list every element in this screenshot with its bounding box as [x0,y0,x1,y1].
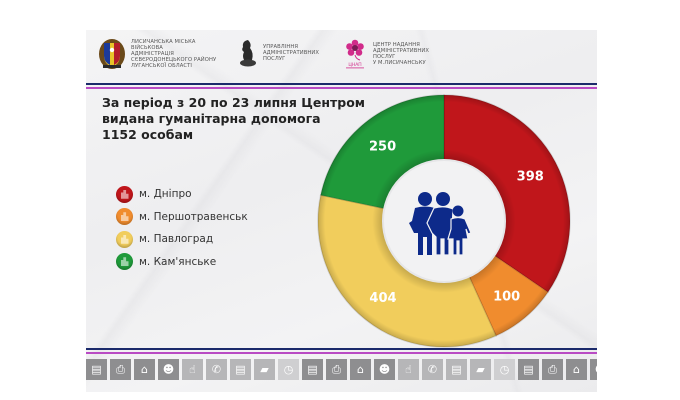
slide: ЛИСИЧАНСЬКА МІСЬКА ВІЙСЬКОВА АДМІНІСТРАЦ… [86,30,597,392]
viber-icon: ✆ [422,359,443,380]
legend-item-dnipro: м. Дніпро [116,183,248,206]
document-icon: ▤ [518,359,539,380]
org-text: ЛИСИЧАНСЬКА МІСЬКА ВІЙСЬКОВА АДМІНІСТРАЦ… [131,39,217,69]
divider-bottom-navy [86,348,597,350]
header: ЛИСИЧАНСЬКА МІСЬКА ВІЙСЬКОВА АДМІНІСТРАЦ… [86,30,597,80]
legend-item-pershotravensk: м. Першотравенськ [116,206,248,229]
touch-icon: ☝ [398,359,419,380]
divider-top-pink [86,87,597,89]
title-line-3: 1152 особам [102,127,194,142]
divider-top-navy [86,83,597,85]
legend-item-pavlohrad: м. Павлоград [116,228,248,251]
slide-title: За період з 20 по 23 липня Центром видан… [102,95,402,143]
donut-chart: 398 100 404 250 [317,94,571,348]
clock-icon: ◷ [278,359,299,380]
building-icon [116,185,133,203]
org-cnap: ЦНАП ЦЕНТР НАДАННЯ АДМІНІСТРАТИВНИХ ПОСЛ… [342,38,429,70]
org-text: УПРАВЛІННЯ АДМІНІСТРАТИВНИХ ПОСЛУГ [263,44,320,62]
org-text: ЦЕНТР НАДАННЯ АДМІНІСТРАТИВНИХ ПОСЛУГ У … [373,42,430,66]
document-icon: ▤ [230,359,251,380]
segment-value-label: 398 [517,170,544,185]
footer-icon-strip: ▤⎙⌂☻☝✆▤▰◷▤⎙⌂☻☝✆▤▰◷▤⎙⌂☻☝✆▤▰◷ [86,359,597,380]
bank-icon: ⌂ [566,359,587,380]
family-icon [409,192,472,256]
segment-value-label: 250 [369,139,396,154]
document-icon: ▤ [446,359,467,380]
segment-value-label: 100 [493,290,520,305]
user-badge-icon: ☻ [590,359,597,380]
bank-icon: ⌂ [350,359,371,380]
folder-icon: ▰ [470,359,491,380]
folder-icon: ▰ [254,359,275,380]
bank-icon: ⌂ [134,359,155,380]
coat-of-arms-icon [99,39,125,69]
building-icon [116,253,133,271]
viber-icon: ✆ [206,359,227,380]
segment-value-label: 404 [369,291,396,306]
printer-icon: ⎙ [542,359,563,380]
legend-label: м. Павлоград [139,233,214,246]
horse-statue-icon [240,40,256,67]
building-icon [116,230,133,248]
legend-item-kamianske: м. Кам'янське [116,251,248,274]
document-icon: ▤ [302,359,323,380]
divider-bottom-pink [86,352,597,354]
touch-icon: ☝ [182,359,203,380]
chart-legend: м. Дніпро м. Першотравенськ м. Павлоград… [116,183,248,273]
legend-label: м. Кам'янське [139,255,217,268]
document-icon: ▤ [86,359,107,380]
clock-icon: ◷ [494,359,515,380]
building-icon [116,208,133,226]
legend-label: м. Першотравенськ [139,210,248,223]
title-line-1: За період з 20 по 23 липня Центром [102,95,366,110]
cnap-flower-icon: ЦНАП [346,39,364,69]
printer-icon: ⎙ [110,359,131,380]
cnap-caption: ЦНАП [348,62,361,68]
title-line-2: видана гуманітарна допомога [102,111,321,126]
printer-icon: ⎙ [326,359,347,380]
donut-labels: 398 100 404 250 [369,139,544,306]
org-admin-services-dept: УПРАВЛІННЯ АДМІНІСТРАТИВНИХ ПОСЛУГ [238,38,319,68]
org-military-administration: ЛИСИЧАНСЬКА МІСЬКА ВІЙСЬКОВА АДМІНІСТРАЦ… [98,38,216,70]
user-badge-icon: ☻ [374,359,395,380]
legend-label: м. Дніпро [139,188,192,201]
user-badge-icon: ☻ [158,359,179,380]
